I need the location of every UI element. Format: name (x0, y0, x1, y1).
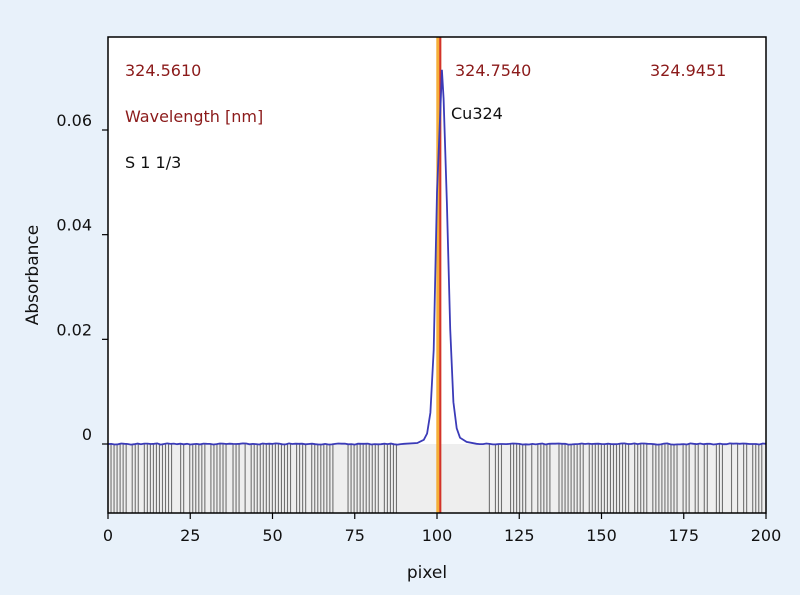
series-line (107, 69, 767, 446)
y-tick-label: 0.02 (56, 320, 92, 339)
wavelength-label-center: 324.7540 (455, 61, 531, 80)
y-tick-label: 0.04 (56, 216, 92, 235)
y-tick-label: 0 (82, 425, 92, 444)
x-tick-label: 50 (262, 526, 282, 545)
x-tick-label: 75 (345, 526, 365, 545)
y-axis: 0 0.02 0.04 0.06 (56, 111, 108, 445)
x-tick-label: 0 (103, 526, 113, 545)
x-tick-label: 125 (504, 526, 535, 545)
peak-label: Cu324 (451, 104, 503, 123)
wavelength-label-end: 324.9451 (650, 61, 726, 80)
sample-label: S 1 1/3 (125, 153, 181, 172)
x-tick-label: 25 (180, 526, 200, 545)
y-tick-label: 0.06 (56, 111, 92, 130)
x-tick-label: 100 (422, 526, 453, 545)
wavelength-axis-title: Wavelength [nm] (125, 107, 263, 126)
x-axis-title: pixel (407, 563, 447, 583)
x-tick-label: 200 (751, 526, 782, 545)
x-tick-label: 150 (586, 526, 617, 545)
x-tick-label: 175 (668, 526, 699, 545)
wavelength-label-start: 324.5610 (125, 61, 201, 80)
y-axis-title: Absorbance (23, 225, 43, 325)
x-axis: 0 25 50 75 100 125 150 175 200 (103, 513, 781, 545)
